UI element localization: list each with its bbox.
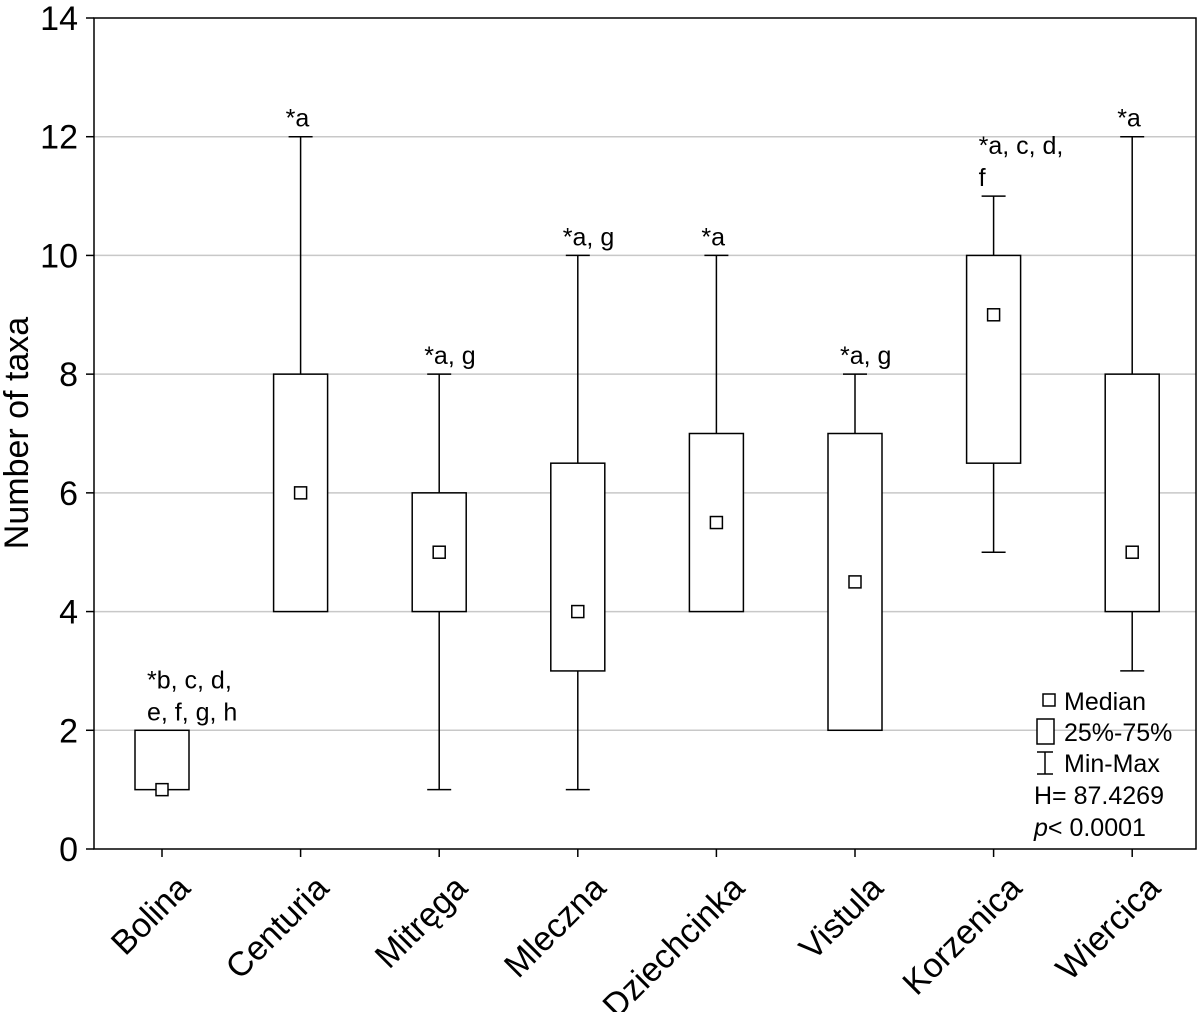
legend-box-marker [1036, 718, 1055, 745]
significance-label: *a [701, 223, 725, 251]
significance-label: *b, c, d, [147, 666, 232, 694]
y-axis-ticks: 0 2 4 6 8 10 12 14 [40, 0, 94, 869]
legend-whisker-label: Min-Max [1064, 750, 1160, 778]
iqr-box [965, 254, 1022, 464]
y-tick-label: 0 [59, 831, 78, 869]
plot-frame [93, 17, 1197, 850]
box-group [134, 729, 190, 797]
legend: Median 25%-75% Min-Max H= 87.4269 p< 0.0… [1033, 688, 1172, 842]
iqr-box [550, 462, 606, 672]
category-label: Centuria [219, 869, 337, 987]
legend-p-value: p< 0.0001 [1033, 814, 1146, 842]
median-marker [986, 308, 1001, 322]
median-marker [848, 575, 862, 589]
category-label: Mitręga [368, 869, 475, 976]
significance-label: *a, g [840, 342, 891, 370]
y-tick-label: 8 [59, 356, 78, 394]
legend-h-statistic: H= 87.4269 [1034, 782, 1164, 810]
legend-median-marker [1042, 693, 1056, 707]
category-label: Korzenica [895, 869, 1029, 1003]
box-group [1104, 135, 1160, 672]
category-label: Vistula [792, 869, 891, 968]
significance-label: *a [286, 105, 310, 133]
legend-box-label: 25%-75% [1064, 719, 1172, 747]
box-group [827, 373, 883, 732]
category-label: Mleczna [497, 869, 613, 985]
grid-lines [94, 135, 1196, 732]
iqr-box [1104, 373, 1160, 613]
significance-label: *a, g [563, 223, 614, 251]
box-group [965, 195, 1022, 553]
category-label: Dziechcinka [596, 869, 753, 1012]
box-group [272, 135, 329, 613]
category-label: Bolina [104, 869, 198, 963]
y-axis-label: Number of taxa [0, 317, 36, 550]
iqr-box [134, 729, 190, 791]
legend-p-threshold: < 0.0001 [1048, 814, 1146, 842]
box-group [688, 254, 745, 613]
median-marker [571, 604, 585, 619]
significance-label: e, f, g, h [147, 698, 237, 726]
boxes [134, 135, 1160, 797]
significance-annotations: *b, c, d, e, f, g, h *a *a, g *a, g *a *a, g *a… [147, 105, 1141, 727]
box-group [550, 254, 606, 791]
legend-p-symbol: p [1033, 814, 1048, 842]
significance-label: *a [1117, 105, 1141, 133]
category-label: Wiercica [1049, 869, 1168, 988]
median-marker [432, 545, 446, 559]
box-group [411, 373, 467, 791]
y-tick-label: 10 [40, 237, 78, 275]
significance-label: f [979, 164, 986, 192]
y-tick-label: 12 [40, 119, 78, 157]
significance-label: *a, g [424, 342, 475, 370]
median-marker [155, 782, 169, 797]
y-tick-label: 4 [59, 594, 78, 632]
median-marker [293, 486, 308, 500]
significance-label: *a, c, d, [979, 132, 1064, 160]
y-tick-label: 6 [59, 475, 78, 513]
y-tick-label: 14 [40, 0, 78, 38]
median-marker [709, 515, 724, 530]
y-tick-label: 2 [59, 712, 78, 750]
legend-median-label: Median [1064, 688, 1146, 716]
median-marker [1125, 545, 1139, 559]
